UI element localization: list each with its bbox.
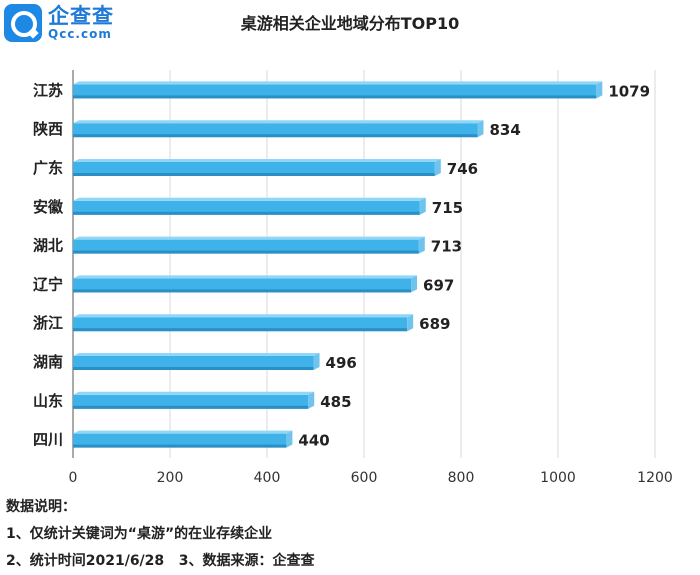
bar <box>73 394 309 409</box>
category-label: 陕西 <box>33 120 63 138</box>
qcc-logo: 企查查 Qcc.com <box>4 4 114 42</box>
data-label: 689 <box>419 315 450 333</box>
bar-shade <box>73 211 420 215</box>
bar-shade <box>73 173 435 176</box>
bar-top <box>73 391 315 395</box>
data-label: 440 <box>298 432 329 450</box>
bar-side <box>434 159 441 176</box>
x-tick-label: 400 <box>254 470 281 486</box>
bar-top <box>73 353 320 356</box>
bar-side <box>411 275 418 293</box>
data-label: 713 <box>431 238 462 256</box>
x-tick-label: 0 <box>69 470 78 486</box>
bar-shade <box>73 250 419 254</box>
bar-top <box>73 275 418 279</box>
bar-shade <box>73 444 287 448</box>
x-tick-label: 800 <box>448 470 475 486</box>
bar <box>73 123 478 138</box>
category-label: 江苏 <box>33 81 63 99</box>
bar <box>73 84 597 99</box>
bar <box>73 433 287 448</box>
bar-shade <box>73 405 309 409</box>
logo-cn-text: 企查查 <box>48 4 114 28</box>
bar-side <box>308 391 315 409</box>
bar <box>73 317 408 332</box>
data-label: 1079 <box>608 82 650 100</box>
bar-shade <box>73 289 412 293</box>
notes-heading: 数据说明： <box>6 499 76 515</box>
x-tick-label: 1000 <box>540 470 576 486</box>
bar-side <box>419 197 426 215</box>
bar-side <box>418 236 425 254</box>
data-label: 485 <box>320 393 351 411</box>
notes-line-1: 1、仅统计关键词为“桌游”的在业存续企业 <box>6 526 273 542</box>
data-label: 746 <box>447 160 478 178</box>
bar-side <box>477 120 484 138</box>
bar-side <box>286 430 293 448</box>
data-label: 697 <box>423 276 454 294</box>
category-label: 山东 <box>33 392 63 410</box>
bar-top <box>73 236 425 240</box>
bar-top <box>73 430 293 434</box>
bar-top <box>73 120 484 124</box>
x-tick-label: 200 <box>157 470 184 486</box>
data-label: 715 <box>432 199 463 217</box>
magnifier-icon <box>4 4 42 42</box>
bar-top <box>73 81 603 85</box>
category-label: 四川 <box>33 431 63 449</box>
bar-top <box>73 159 441 162</box>
bar-side <box>313 353 320 370</box>
bar <box>73 278 412 293</box>
bar-shade <box>73 134 478 138</box>
x-tick-label: 1200 <box>637 470 673 486</box>
data-label: 496 <box>326 354 357 372</box>
category-label: 广东 <box>33 159 63 177</box>
bar <box>73 356 314 370</box>
category-label: 辽宁 <box>33 275 63 293</box>
bar <box>73 200 420 215</box>
x-tick-label: 600 <box>351 470 378 486</box>
category-label: 安徽 <box>33 198 64 216</box>
bar-side <box>596 81 603 99</box>
bar-shade <box>73 367 314 370</box>
bar-shade <box>73 95 597 99</box>
chart-title: 桌游相关企业地域分布TOP10 <box>240 14 460 33</box>
bar <box>73 162 435 176</box>
logo-en-text: Qcc.com <box>48 27 112 41</box>
bar-side <box>407 314 414 332</box>
bar-top <box>73 314 414 318</box>
category-label: 湖南 <box>33 353 63 371</box>
category-label: 浙江 <box>33 314 63 332</box>
data-label: 834 <box>489 121 520 139</box>
bar-shade <box>73 328 408 332</box>
bar <box>73 239 419 254</box>
bar-top <box>73 197 426 201</box>
data-notes: 数据说明： 1、仅统计关键词为“桌游”的在业存续企业 2、统计时间2021/6/… <box>6 494 315 575</box>
category-label: 湖北 <box>33 237 63 255</box>
notes-line-2: 2、统计时间2021/6/28 3、数据来源：企查查 <box>6 553 315 569</box>
